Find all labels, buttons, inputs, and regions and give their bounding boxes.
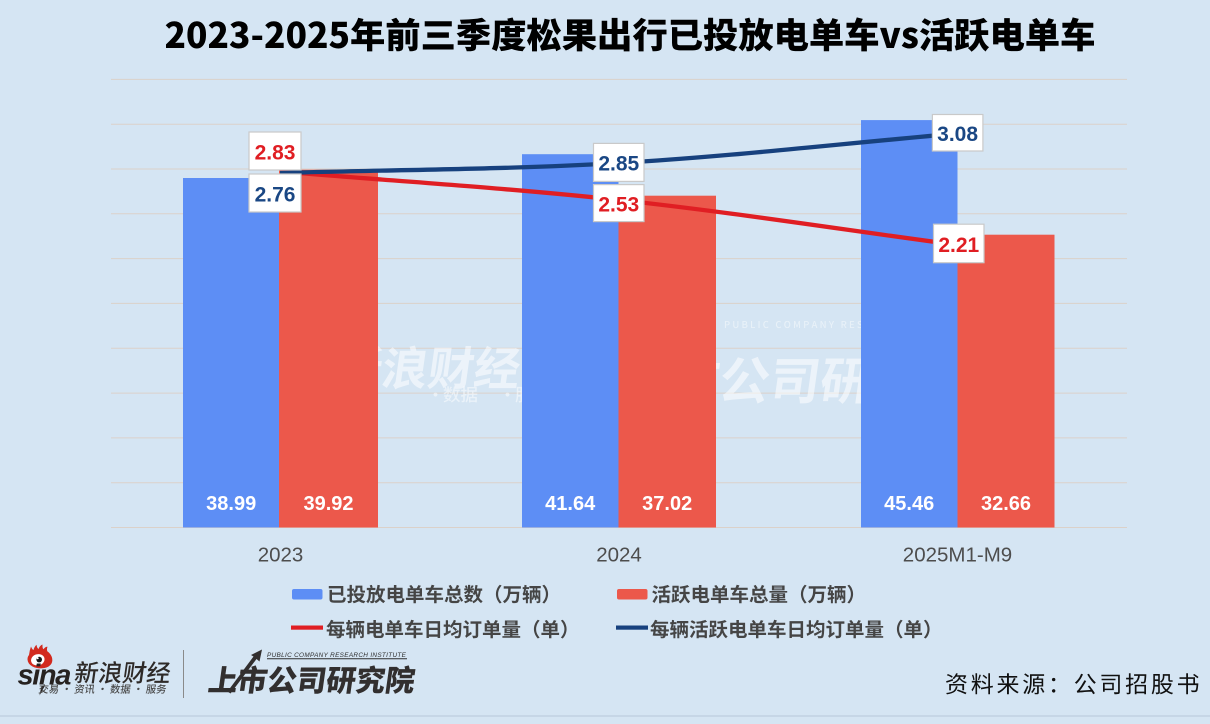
- svg-text:2025M1-M9: 2025M1-M9: [903, 544, 1012, 567]
- svg-text:32.66: 32.66: [981, 493, 1031, 515]
- svg-text:41.64: 41.64: [545, 493, 596, 515]
- svg-text:2.21: 2.21: [938, 234, 979, 257]
- svg-text:37.02: 37.02: [642, 493, 692, 515]
- svg-text:2024: 2024: [596, 544, 642, 567]
- svg-text:3.08: 3.08: [937, 123, 978, 146]
- svg-text:2.53: 2.53: [598, 193, 639, 216]
- svg-text:PUBLIC COMPANY RESEARCH INSTIT: PUBLIC COMPANY RESEARCH INSTITUTE: [267, 652, 407, 659]
- svg-text:45.46: 45.46: [884, 493, 934, 515]
- svg-text:2023: 2023: [258, 544, 304, 567]
- svg-text:2.85: 2.85: [598, 153, 639, 176]
- svg-text:2.76: 2.76: [255, 183, 296, 206]
- svg-text:2.83: 2.83: [255, 141, 296, 164]
- svg-text:39.92: 39.92: [303, 493, 353, 515]
- svg-text:38.99: 38.99: [206, 493, 256, 515]
